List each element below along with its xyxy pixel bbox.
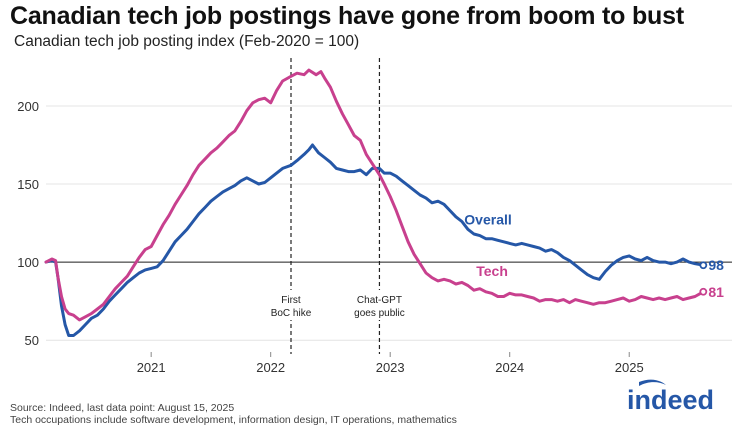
series-end-marker-tech: [699, 287, 708, 296]
y-tick-label: 200: [17, 99, 39, 114]
x-tick-label: 2024: [495, 360, 524, 375]
event-label-bg: [257, 290, 325, 320]
event-markers: [257, 58, 414, 354]
chart-subtitle: Canadian tech job posting index (Feb-202…: [14, 33, 360, 50]
series-inline-label-overall: Overall: [464, 212, 511, 228]
chart-footer: Source: Indeed, last data point: August …: [10, 402, 457, 426]
event-label-1: First: [281, 295, 301, 306]
series-end-label-overall: 98: [708, 257, 724, 273]
chart-title: Canadian tech job postings have gone fro…: [10, 2, 684, 30]
x-tick-label: 2022: [256, 360, 285, 375]
y-tick-label: 150: [17, 177, 39, 192]
indeed-logo-wordmark: indeed: [627, 385, 714, 414]
event-label-2: goes public: [354, 308, 405, 319]
y-tick-label: 100: [17, 255, 39, 270]
x-tick-label: 2025: [615, 360, 644, 375]
indeed-logo: indeed: [627, 379, 714, 414]
series-end-marker-overall: [699, 261, 708, 270]
y-tick-label: 50: [25, 333, 39, 348]
series-line-overall: [44, 143, 705, 337]
event-label-2: Chat-GPT: [357, 295, 402, 306]
event-label-bg: [345, 290, 414, 320]
x-tick-label: 2021: [137, 360, 166, 375]
source-note: Source: Indeed, last data point: August …: [10, 402, 235, 414]
series-lines: [44, 68, 708, 337]
chart-labels: 50 100 150 200 2021 2022 2023 2024 2025 First BoC …: [17, 99, 724, 375]
series-line-tech: [44, 68, 705, 322]
series-end-label-tech: 81: [708, 284, 724, 300]
tech-definition-note: Tech occupations include software develo…: [10, 414, 457, 426]
x-tick-label: 2023: [376, 360, 405, 375]
event-label-1: BoC hike: [271, 308, 312, 319]
series-inline-label-tech: Tech: [476, 263, 508, 279]
